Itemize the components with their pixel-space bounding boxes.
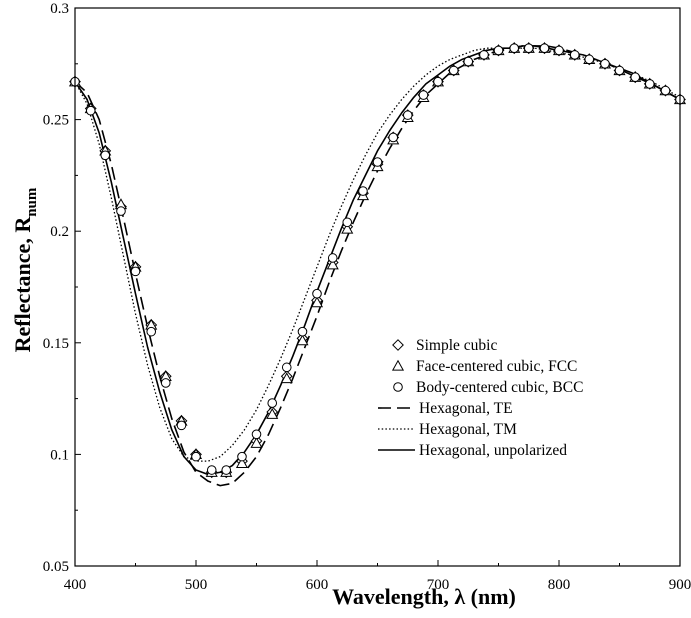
x-tick-label-800: 800 — [548, 577, 571, 593]
x-tick-label-900: 900 — [669, 577, 691, 593]
data-point-body-centered-cubic-bcc — [509, 43, 520, 53]
data-point-face-centered-cubic-fcc — [296, 334, 309, 346]
legend-label-hexagonal-unpolarized: Hexagonal, unpolarized — [419, 442, 567, 459]
series-line-hexagonal-te — [74, 45, 681, 487]
data-point-body-centered-cubic-bcc — [372, 157, 383, 167]
data-point-body-centered-cubic-bcc — [237, 451, 247, 462]
data-point-body-centered-cubic-bcc — [569, 50, 580, 60]
data-point-body-centered-cubic-bcc — [160, 378, 171, 388]
x-tick-label-500: 500 — [185, 577, 208, 593]
data-point-face-centered-cubic-fcc — [235, 457, 249, 468]
legend-entry-simple-cubic: Simple cubic — [392, 337, 497, 354]
data-point-face-centered-cubic-fcc — [280, 372, 293, 384]
data-point-body-centered-cubic-bcc — [614, 65, 625, 76]
y-tick-label: 0.3 — [50, 1, 69, 17]
data-point-body-centered-cubic-bcc — [418, 90, 429, 100]
marks-layer — [68, 41, 687, 487]
data-point-body-centered-cubic-bcc — [146, 326, 157, 337]
legend-marker-face-centered-cubic-fcc — [391, 359, 405, 371]
data-point-body-centered-cubic-bcc — [584, 54, 595, 65]
data-point-face-centered-cubic-fcc — [326, 258, 339, 270]
legend-entry-body-centered-cubic-bcc: Body-centered cubic, BCC — [393, 379, 583, 396]
data-point-body-centered-cubic-bcc — [116, 206, 126, 216]
series-body-centered-cubic-bcc — [70, 43, 685, 475]
x-tick-label-600: 600 — [306, 577, 329, 593]
x-tick-label-400: 400 — [64, 577, 87, 593]
data-point-body-centered-cubic-bcc — [342, 217, 353, 228]
data-point-face-centered-cubic-fcc — [341, 222, 354, 234]
data-point-body-centered-cubic-bcc — [463, 56, 474, 67]
legend-label-face-centered-cubic-fcc: Face-centered cubic, FCC — [416, 358, 577, 375]
data-point-body-centered-cubic-bcc — [660, 85, 671, 96]
legend-entry-hexagonal-tm: Hexagonal, TM — [378, 421, 517, 438]
data-point-body-centered-cubic-bcc — [600, 59, 610, 69]
legend-label-hexagonal-te: Hexagonal, TE — [419, 400, 513, 417]
data-point-body-centered-cubic-bcc — [327, 253, 338, 263]
data-point-body-centered-cubic-bcc — [267, 398, 278, 408]
data-point-body-centered-cubic-bcc — [191, 451, 201, 462]
series-line-hexagonal-unpolarized — [74, 45, 681, 476]
data-point-body-centered-cubic-bcc — [554, 45, 564, 56]
data-point-body-centered-cubic-bcc — [358, 186, 368, 196]
data-point-face-centered-cubic-fcc — [310, 296, 324, 308]
data-point-body-centered-cubic-bcc — [523, 43, 534, 53]
legend-entry-hexagonal-unpolarized: Hexagonal, unpolarized — [378, 442, 567, 459]
series-simple-cubic — [69, 42, 686, 479]
y-tick-label: 0.1 — [50, 447, 69, 463]
data-point-body-centered-cubic-bcc — [312, 288, 322, 299]
legend-label-hexagonal-tm: Hexagonal, TM — [419, 421, 517, 438]
axes-layer: 400 500 600 700 800 900 0.05 0.1 0.15 0.2 0.25 0.3 — [43, 1, 691, 593]
data-point-face-centered-cubic-fcc — [266, 407, 279, 419]
data-point-body-centered-cubic-bcc — [644, 79, 655, 89]
y-axis-title-subscript: num — [24, 187, 40, 217]
plot-frame — [74, 7, 681, 567]
data-point-body-centered-cubic-bcc — [221, 465, 232, 475]
legend: Simple cubic Face-centered cubic, FCC Body… — [378, 337, 583, 459]
data-point-body-centered-cubic-bcc — [297, 326, 308, 337]
data-point-body-centered-cubic-bcc — [251, 429, 262, 440]
data-point-body-centered-cubic-bcc — [388, 132, 399, 143]
data-point-body-centered-cubic-bcc — [85, 105, 96, 116]
y-tick-label: 0.05 — [43, 559, 69, 575]
data-point-body-centered-cubic-bcc — [539, 43, 550, 53]
x-tick-label-700: 700 — [427, 577, 450, 593]
legend-marker-body-centered-cubic-bcc — [393, 382, 403, 392]
data-point-body-centered-cubic-bcc — [630, 72, 641, 82]
data-point-body-centered-cubic-bcc — [448, 65, 459, 76]
data-point-body-centered-cubic-bcc — [281, 362, 292, 373]
data-point-body-centered-cubic-bcc — [100, 150, 111, 161]
y-tick-label: 0.25 — [43, 113, 69, 129]
data-point-body-centered-cubic-bcc — [402, 110, 413, 120]
data-point-body-centered-cubic-bcc — [479, 50, 489, 60]
legend-entry-face-centered-cubic-fcc: Face-centered cubic, FCC — [391, 358, 577, 375]
x-axis-title: Wavelength, λ (nm) — [332, 584, 516, 609]
data-point-body-centered-cubic-bcc — [130, 266, 141, 277]
series-face-centered-cubic-fcc — [68, 41, 687, 477]
y-tick-label: 0.15 — [43, 336, 69, 352]
legend-label-simple-cubic: Simple cubic — [416, 337, 497, 354]
legend-entry-hexagonal-te: Hexagonal, TE — [378, 400, 513, 417]
y-tick-label: 0.2 — [50, 224, 69, 240]
y-axis-title-main: Reflectance, R — [10, 216, 35, 353]
data-point-body-centered-cubic-bcc — [206, 465, 217, 475]
data-point-body-centered-cubic-bcc — [433, 76, 443, 87]
legend-label-body-centered-cubic-bcc: Body-centered cubic, BCC — [416, 379, 583, 396]
data-point-body-centered-cubic-bcc — [493, 45, 504, 56]
legend-marker-simple-cubic — [392, 339, 404, 351]
y-axis-title: Reflectance, Rnum — [10, 187, 40, 352]
data-point-body-centered-cubic-bcc — [176, 420, 187, 431]
data-point-face-centered-cubic-fcc — [250, 437, 263, 448]
